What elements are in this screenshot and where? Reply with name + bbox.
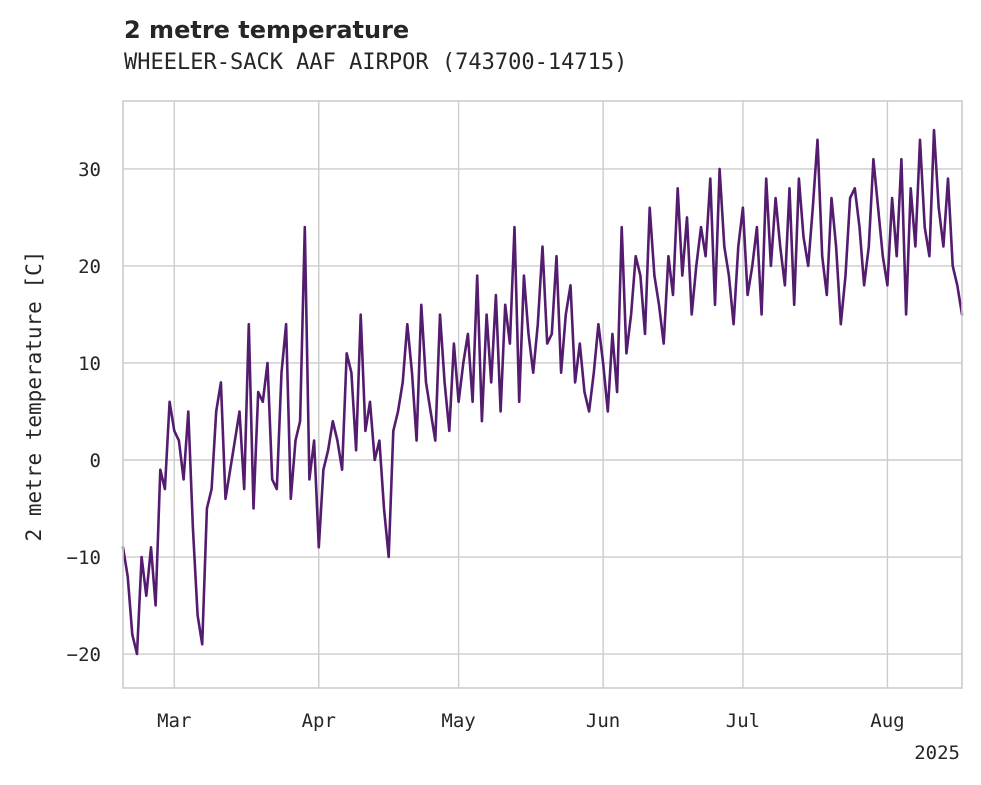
x-axis-ticks: Mar Apr May Jun Jul Aug [157,710,904,732]
x-tick-label: Aug [870,710,904,732]
x-year-label: 2025 [914,742,960,764]
series-line-temperature [121,128,964,656]
chart-grid [123,101,962,688]
x-tick-label: Jun [586,710,620,732]
y-tick-label: 30 [78,159,101,181]
y-tick-label: −10 [67,547,101,569]
y-tick-label: 10 [78,353,101,375]
y-axis-label: 2 metre temperature [C] [22,251,46,542]
plot-frame [122,100,963,689]
y-axis-ticks: −20 −10 0 10 20 30 [67,159,101,666]
y-tick-label: 0 [90,450,101,472]
chart-title: 2 metre temperature [124,16,410,44]
x-tick-label: Jul [726,710,760,732]
y-tick-label: 20 [78,256,101,278]
y-tick-label: −20 [67,644,101,666]
chart-subtitle: WHEELER-SACK AAF AIRPOR (743700-14715) [124,50,628,75]
x-tick-label: May [441,710,475,732]
x-tick-label: Mar [157,710,191,732]
x-tick-label: Apr [302,710,336,732]
